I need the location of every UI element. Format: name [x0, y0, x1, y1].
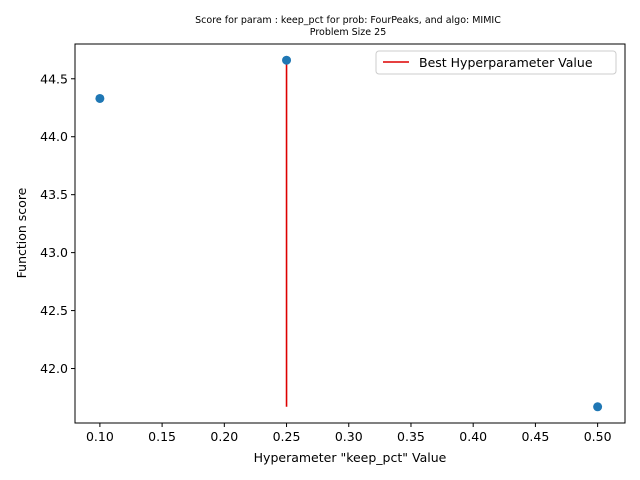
x-tick-label: 0.35 [397, 429, 425, 444]
legend: Best Hyperparameter Value [375, 50, 617, 75]
y-tick-label: 43.0 [40, 245, 68, 260]
x-tick-label: 0.20 [210, 429, 238, 444]
plot-frame [74, 43, 626, 424]
x-tick-label: 0.25 [273, 429, 301, 444]
x-tick-label: 0.40 [459, 429, 487, 444]
y-tick-label: 42.5 [40, 303, 68, 318]
legend-box [375, 50, 617, 75]
data-point [282, 55, 292, 65]
chart-title-group: Score for param : keep_pct for prob: Fou… [195, 15, 501, 38]
x-tick-label: 0.45 [521, 429, 549, 444]
chart-title: Score for param : keep_pct for prob: Fou… [195, 15, 501, 26]
y-axis-label: Function score [14, 187, 29, 278]
legend-label: Best Hyperparameter Value [419, 55, 593, 70]
series-layer [95, 55, 603, 412]
y-tick-label: 44.5 [40, 71, 68, 86]
y-axis: 42.0 42.5 43.0 43.5 44.0 44.5 [40, 71, 75, 376]
x-tick-label: 0.15 [148, 429, 176, 444]
y-tick-label: 44.0 [40, 129, 68, 144]
y-tick-label: 42.0 [40, 361, 68, 376]
data-point [95, 93, 105, 103]
x-tick-label: 0.30 [335, 429, 363, 444]
x-axis-label: Hyperameter "keep_pct" Value [254, 450, 447, 465]
x-axis: 0.10 0.15 0.20 0.25 0.30 0.35 0.40 0.45 0.50 [86, 423, 612, 444]
x-tick-label: 0.10 [86, 429, 114, 444]
chart-subtitle: Problem Size 25 [310, 27, 386, 38]
y-tick-label: 43.5 [40, 187, 68, 202]
data-point [593, 402, 603, 412]
x-tick-label: 0.50 [584, 429, 612, 444]
